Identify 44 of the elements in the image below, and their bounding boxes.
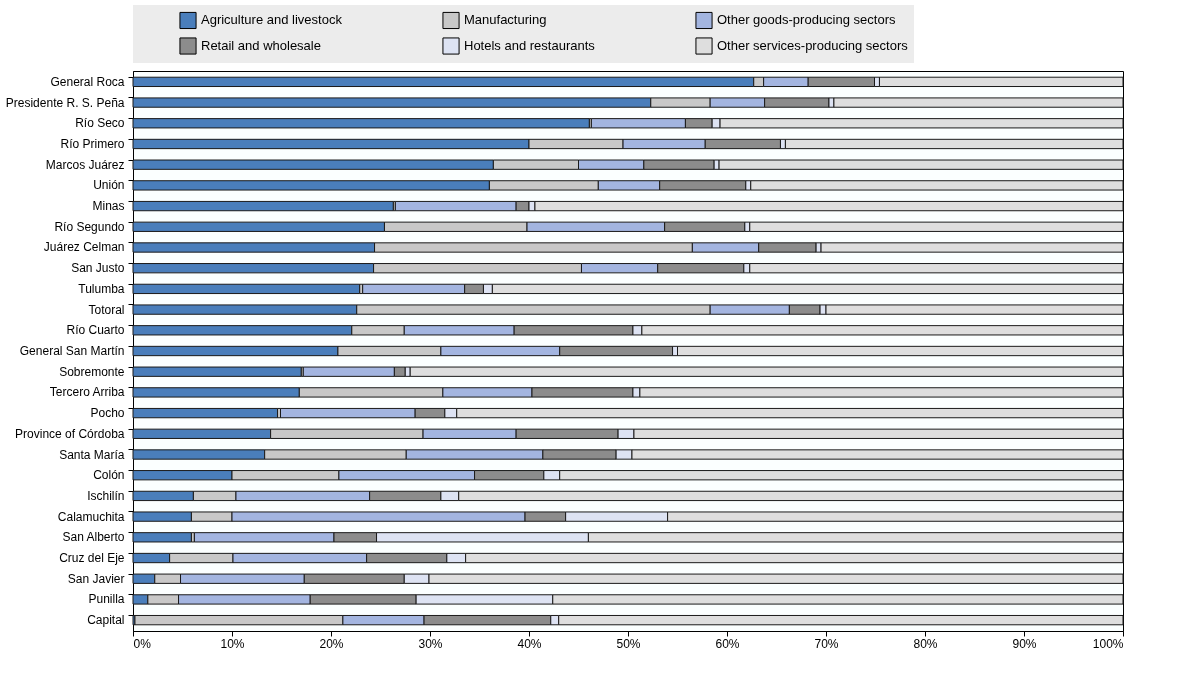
y-tick-label: Unión <box>93 178 125 193</box>
legend-label: Retail and wholesale <box>201 38 321 53</box>
x-tick-label: 20% <box>319 636 344 651</box>
legend-label: Manufacturing <box>464 12 547 28</box>
y-tick-label: Río Cuarto <box>66 323 125 338</box>
x-tick-label: 80% <box>913 636 938 651</box>
x-tick-label: 0% <box>133 636 152 651</box>
y-tick-label: Marcos Juárez <box>45 157 125 172</box>
y-tick-label: Presidente R. S. Peña <box>5 95 125 110</box>
x-tick-label: 100% <box>1092 636 1124 651</box>
y-tick-label: Capital <box>87 613 125 628</box>
y-tick-label: Río Primero <box>60 136 125 151</box>
y-tick-label: Río Seco <box>75 116 125 131</box>
x-tick-label: 30% <box>418 636 443 651</box>
y-tick-label: Juárez Celman <box>43 240 125 255</box>
y-tick-label: Pocho <box>90 406 125 421</box>
y-tick-label: Totoral <box>88 302 125 317</box>
y-tick-label: Santa María <box>59 447 125 462</box>
y-tick-label: Calamuchita <box>57 509 125 524</box>
y-tick-label: San Justo <box>71 261 125 276</box>
y-tick-label: General San Martín <box>19 344 125 358</box>
legend-label: Hotels and restaurants <box>464 38 596 53</box>
y-tick-label: San Javier <box>67 571 125 586</box>
x-tick-label: 10% <box>220 636 245 651</box>
x-tick-label: 70% <box>814 636 839 651</box>
y-tick-label: General Roca <box>50 74 125 89</box>
x-tick-label: 50% <box>616 636 641 651</box>
legend-label: Other services-producing sectors <box>717 38 909 53</box>
y-tick-label: Tulumba <box>78 281 125 296</box>
x-tick-label: 40% <box>517 636 542 651</box>
y-tick-label: Río Segundo <box>54 219 125 234</box>
legend-label: Agriculture and livestock <box>201 12 343 28</box>
x-tick-label: 60% <box>715 636 740 651</box>
y-tick-label: Minas <box>92 199 125 214</box>
y-tick-label: Ischilín <box>87 488 125 503</box>
x-tick-label: 90% <box>1012 636 1037 651</box>
y-tick-label: Sobremonte <box>59 364 125 379</box>
y-tick-label: Tercero Arriba <box>49 385 125 400</box>
y-tick-label: San Alberto <box>62 530 125 545</box>
y-tick-label: Punilla <box>88 592 125 607</box>
y-tick-label: Cruz del Eje <box>59 551 125 566</box>
y-tick-label: Colón <box>93 468 125 483</box>
legend-label: Other goods-producing sectors <box>717 12 896 28</box>
y-tick-label: Province of Córdoba <box>15 426 125 441</box>
